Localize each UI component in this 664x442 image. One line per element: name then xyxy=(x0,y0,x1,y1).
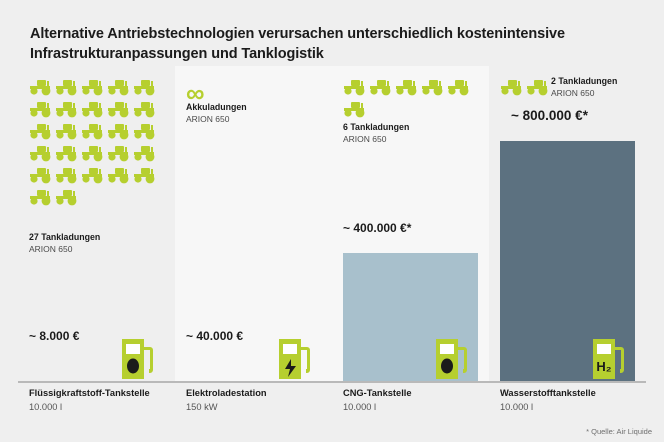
tractor-icon-grid-liquid-fuel xyxy=(28,78,158,210)
category-name: Flüssigkraftstoff-Tankstelle xyxy=(29,388,150,398)
page-title: Alternative Antriebstechnologien verursa… xyxy=(30,26,565,62)
category-name: Elektroladestation xyxy=(186,388,267,398)
tractor-icon xyxy=(80,100,106,118)
category-capacity: 10.000 l xyxy=(343,402,377,412)
tractor-icon-grid-hydrogen xyxy=(499,78,629,100)
tractor-icon xyxy=(28,166,54,184)
chart-columns: 27 Tankladungen ARION 650 ~ 8.000 € ∞ Ak… xyxy=(18,66,646,381)
category-name: Wasserstofftankstelle xyxy=(500,388,596,398)
tractor-icon xyxy=(106,166,132,184)
tractor-icon xyxy=(28,100,54,118)
tractor-icon-grid-cng xyxy=(342,78,472,122)
tractor-icon xyxy=(342,78,368,96)
tractor-icon xyxy=(28,122,54,140)
tractor-icon xyxy=(394,78,420,96)
tractor-icon xyxy=(80,166,106,184)
baseline-axis xyxy=(18,381,646,383)
column-hydrogen: 2 Tankladungen ARION 650 ~ 800.000 €* H₂ xyxy=(489,66,646,381)
category-capacity: 10.000 l xyxy=(29,402,63,412)
column-electric: ∞ Akkuladungen ARION 650 ~ 40.000 € xyxy=(175,66,332,381)
category-labels: Flüssigkraftstoff-Tankstelle 10.000 l El… xyxy=(18,386,646,426)
svg-text:H₂: H₂ xyxy=(596,359,611,374)
fuel-pump-icon xyxy=(118,333,154,379)
refuel-label-liquid-fuel: 27 Tankladungen ARION 650 xyxy=(29,232,101,254)
tractor-icon xyxy=(54,100,80,118)
tractor-icon xyxy=(80,78,106,96)
fuel-pump-icon xyxy=(432,333,468,379)
tractor-icon xyxy=(499,78,525,96)
tractor-icon xyxy=(106,100,132,118)
category-electric: Elektroladestation 150 kW xyxy=(175,386,332,426)
tractor-icon xyxy=(106,144,132,162)
value-label-hydrogen: ~ 800.000 €* xyxy=(511,108,588,123)
category-cng: CNG-Tankstelle 10.000 l xyxy=(332,386,489,426)
tractor-icon xyxy=(368,78,394,96)
tractor-icon xyxy=(54,166,80,184)
value-label-cng: ~ 400.000 €* xyxy=(343,221,412,235)
charging-station-icon xyxy=(275,333,311,379)
tractor-icon xyxy=(28,144,54,162)
category-name: CNG-Tankstelle xyxy=(343,388,412,398)
column-cng: 6 Tankladungen ARION 650 ~ 400.000 €* xyxy=(332,66,489,381)
tractor-icon xyxy=(132,122,158,140)
category-capacity: 10.000 l xyxy=(500,402,534,412)
tractor-icon xyxy=(342,100,368,118)
tractor-icon xyxy=(28,78,54,96)
tractor-icon xyxy=(80,122,106,140)
tractor-icon xyxy=(525,78,551,96)
column-liquid-fuel: 27 Tankladungen ARION 650 ~ 8.000 € xyxy=(18,66,175,381)
tractor-icon xyxy=(132,166,158,184)
tractor-icon xyxy=(446,78,472,96)
category-liquid-fuel: Flüssigkraftstoff-Tankstelle 10.000 l xyxy=(18,386,175,426)
source-note: * Quelle: Air Liquide xyxy=(586,427,652,436)
hydrogen-pump-icon: H₂ xyxy=(589,333,625,379)
tractor-icon xyxy=(420,78,446,96)
value-label-liquid-fuel: ~ 8.000 € xyxy=(29,329,80,343)
tractor-icon xyxy=(132,144,158,162)
refuel-label-electric: Akkuladungen ARION 650 xyxy=(186,102,247,124)
infinity-icon: ∞ xyxy=(186,78,205,108)
tractor-icon xyxy=(54,78,80,96)
value-label-electric: ~ 40.000 € xyxy=(186,329,244,343)
category-hydrogen: Wasserstofftankstelle 10.000 l xyxy=(489,386,646,426)
tractor-icon xyxy=(80,144,106,162)
tractor-icon xyxy=(54,144,80,162)
tractor-icon xyxy=(106,78,132,96)
tractor-icon xyxy=(106,122,132,140)
refuel-label-hydrogen: 2 Tankladungen ARION 650 xyxy=(551,76,618,98)
tractor-icon xyxy=(28,188,54,206)
tractor-icon xyxy=(132,100,158,118)
tractor-icon xyxy=(54,122,80,140)
tractor-icon xyxy=(132,78,158,96)
tractor-icon xyxy=(54,188,80,206)
category-capacity: 150 kW xyxy=(186,402,218,412)
refuel-label-cng: 6 Tankladungen ARION 650 xyxy=(343,122,410,144)
